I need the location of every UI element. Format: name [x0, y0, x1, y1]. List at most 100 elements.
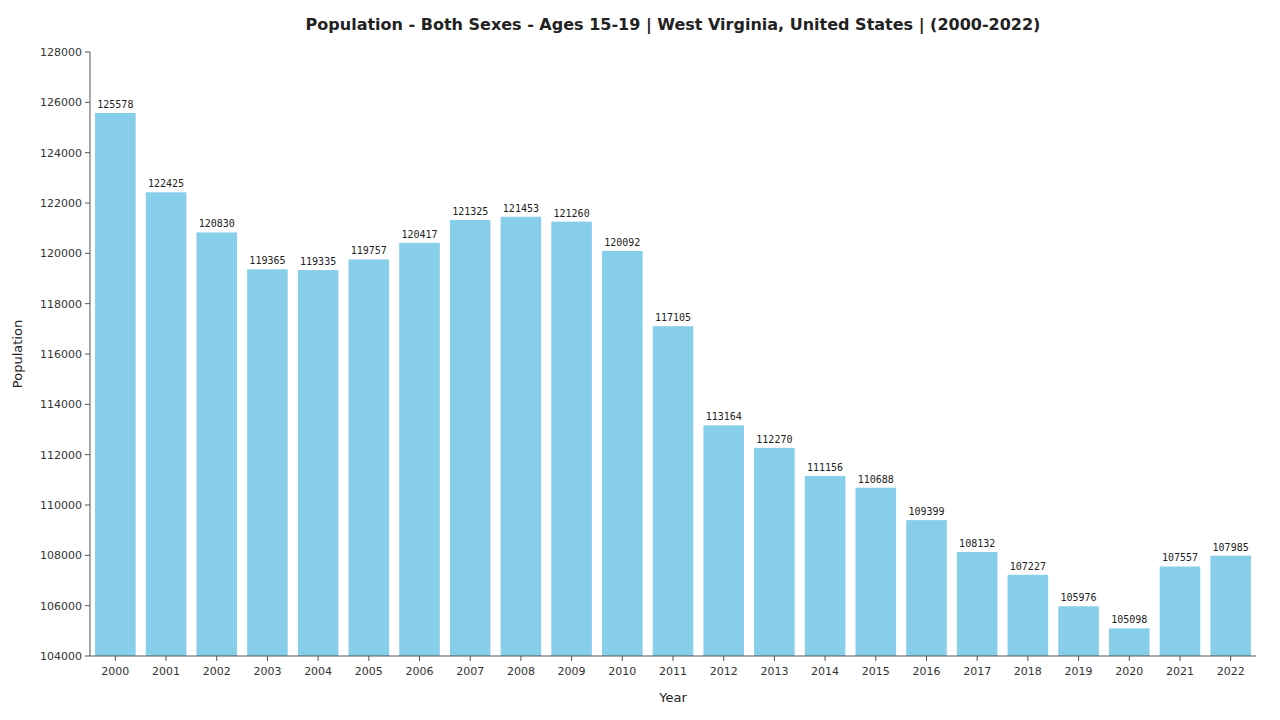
y-tick: [85, 454, 90, 455]
data-label: 111156: [807, 462, 843, 473]
y-tick: [85, 203, 90, 204]
bar: [146, 192, 187, 656]
data-label: 119335: [300, 256, 336, 267]
x-tick: [166, 656, 167, 661]
y-tick: [85, 303, 90, 304]
x-tick-label: 2013: [760, 665, 788, 678]
data-label: 108132: [959, 538, 995, 549]
bar: [1058, 606, 1099, 656]
bar: [1160, 566, 1201, 656]
x-tick: [926, 656, 927, 661]
data-label: 105098: [1111, 614, 1147, 625]
data-label: 120092: [604, 237, 640, 248]
x-tick-label: 2009: [558, 665, 586, 678]
x-tick: [977, 656, 978, 661]
x-tick: [419, 656, 420, 661]
data-label: 122425: [148, 178, 184, 189]
x-tick-label: 2008: [507, 665, 535, 678]
y-tick: [85, 152, 90, 153]
data-label: 121260: [554, 208, 590, 219]
x-tick: [520, 656, 521, 661]
y-tick-label: 108000: [40, 549, 82, 562]
x-tick: [470, 656, 471, 661]
bar: [247, 269, 288, 656]
x-tick: [318, 656, 319, 661]
y-tick-label: 110000: [40, 499, 82, 512]
data-label: 107985: [1213, 542, 1249, 553]
x-tick-label: 2018: [1014, 665, 1042, 678]
x-tick: [1078, 656, 1079, 661]
x-tick: [368, 656, 369, 661]
data-label: 121325: [452, 206, 488, 217]
data-label: 119365: [249, 255, 285, 266]
bar: [703, 425, 744, 656]
data-label: 112270: [756, 434, 792, 445]
x-tick: [571, 656, 572, 661]
x-tick: [774, 656, 775, 661]
data-label: 105976: [1061, 592, 1097, 603]
data-label: 107227: [1010, 561, 1046, 572]
x-tick-label: 2020: [1115, 665, 1143, 678]
x-tick: [1230, 656, 1231, 661]
y-tick: [85, 354, 90, 355]
y-tick-label: 114000: [40, 398, 82, 411]
x-tick: [723, 656, 724, 661]
y-tick: [85, 505, 90, 506]
x-tick: [875, 656, 876, 661]
y-tick-label: 128000: [40, 46, 82, 59]
y-tick-label: 104000: [40, 650, 82, 663]
y-tick: [85, 52, 90, 53]
x-tick-label: 2019: [1065, 665, 1093, 678]
y-tick-label: 106000: [40, 600, 82, 613]
x-tick-label: 2021: [1166, 665, 1194, 678]
x-tick: [1129, 656, 1130, 661]
x-tick: [1027, 656, 1028, 661]
y-tick: [85, 102, 90, 103]
x-tick: [216, 656, 217, 661]
x-tick: [1179, 656, 1180, 661]
y-tick: [85, 253, 90, 254]
bar: [856, 488, 897, 656]
bar: [754, 448, 795, 656]
data-label: 113164: [706, 411, 742, 422]
x-tick-label: 2006: [406, 665, 434, 678]
x-tick-label: 2004: [304, 665, 332, 678]
data-label: 125578: [97, 99, 133, 110]
bar: [805, 476, 846, 656]
bar: [298, 270, 339, 656]
x-tick-label: 2007: [456, 665, 484, 678]
x-tick: [825, 656, 826, 661]
bar: [450, 220, 491, 656]
bar: [196, 232, 237, 656]
data-label: 120417: [401, 229, 437, 240]
chart-title: Population - Both Sexes - Ages 15-19 | W…: [306, 15, 1041, 35]
x-tick-label: 2000: [101, 665, 129, 678]
y-tick: [85, 656, 90, 657]
y-tick-label: 116000: [40, 348, 82, 361]
y-tick-label: 120000: [40, 247, 82, 260]
y-tick: [85, 605, 90, 606]
y-tick-label: 112000: [40, 449, 82, 462]
x-tick-label: 2003: [253, 665, 281, 678]
x-tick-label: 2017: [963, 665, 991, 678]
bars: [95, 113, 1251, 656]
bar: [602, 251, 643, 656]
data-label: 117105: [655, 312, 691, 323]
x-tick-label: 2012: [710, 665, 738, 678]
bar: [653, 326, 694, 656]
x-tick-label: 2011: [659, 665, 687, 678]
bar: [349, 259, 390, 656]
x-tick-label: 2002: [203, 665, 231, 678]
data-label: 120830: [199, 218, 235, 229]
x-tick-label: 2022: [1217, 665, 1245, 678]
bar: [1109, 628, 1150, 656]
bar: [1008, 575, 1049, 656]
bar: [95, 113, 136, 656]
x-tick: [267, 656, 268, 661]
y-axis-title: Population: [10, 320, 25, 388]
bar: [1210, 556, 1251, 656]
y-tick-label: 122000: [40, 197, 82, 210]
x-tick-label: 2016: [912, 665, 940, 678]
chart: Population - Both Sexes - Ages 15-19 | W…: [0, 0, 1280, 720]
data-label: 109399: [908, 506, 944, 517]
